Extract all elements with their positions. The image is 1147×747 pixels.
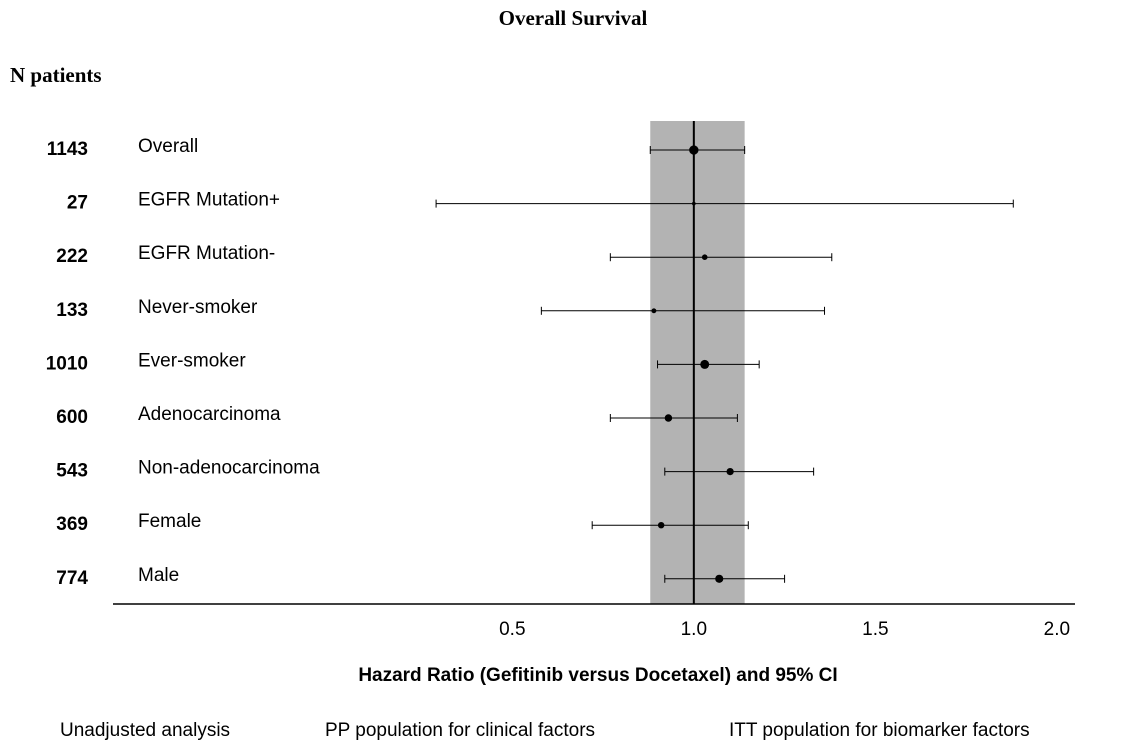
point-estimate bbox=[715, 574, 724, 583]
point-estimate bbox=[651, 308, 657, 314]
row-label: Male bbox=[138, 565, 179, 586]
row-label: EGFR Mutation+ bbox=[138, 190, 280, 211]
point-estimate bbox=[700, 359, 710, 369]
n-label: 222 bbox=[56, 246, 88, 267]
row-label: EGFR Mutation- bbox=[138, 243, 275, 264]
n-label: 133 bbox=[56, 300, 88, 321]
x-tick-label: 0.5 bbox=[499, 619, 525, 640]
n-label: 1143 bbox=[47, 139, 88, 160]
n-label: 543 bbox=[56, 461, 88, 482]
footnote: PP population for clinical factors bbox=[325, 720, 595, 741]
footnote: Unadjusted analysis bbox=[60, 720, 230, 741]
row-label: Adenocarcinoma bbox=[138, 404, 281, 425]
point-estimate bbox=[726, 467, 734, 476]
x-tick-label: 1.0 bbox=[681, 619, 707, 640]
x-tick-label: 1.5 bbox=[862, 619, 888, 640]
point-estimate bbox=[664, 414, 673, 422]
row-label: Never-smoker bbox=[138, 297, 258, 318]
n-label: 1010 bbox=[46, 353, 88, 374]
point-estimate bbox=[692, 201, 696, 206]
n-label: 369 bbox=[56, 514, 88, 535]
x-tick-label: 2.0 bbox=[1044, 619, 1070, 640]
n-label: 774 bbox=[56, 568, 88, 589]
row-label: Female bbox=[138, 511, 201, 532]
point-estimate bbox=[657, 521, 665, 529]
row-label: Ever-smoker bbox=[138, 350, 246, 371]
row-label: Non-adenocarcinoma bbox=[138, 458, 320, 479]
footnote: ITT population for biomarker factors bbox=[729, 720, 1030, 741]
n-label: 27 bbox=[67, 193, 88, 214]
band bbox=[650, 121, 745, 604]
point-estimate bbox=[689, 145, 699, 155]
point-estimate bbox=[701, 254, 708, 260]
row-label: Overall bbox=[138, 136, 198, 157]
x-axis-label: Hazard Ratio (Gefitinib versus Docetaxel… bbox=[358, 665, 837, 686]
chart-title: Overall Survival bbox=[499, 6, 648, 30]
n-label: 600 bbox=[56, 407, 88, 428]
row-header: N patients bbox=[10, 63, 102, 87]
